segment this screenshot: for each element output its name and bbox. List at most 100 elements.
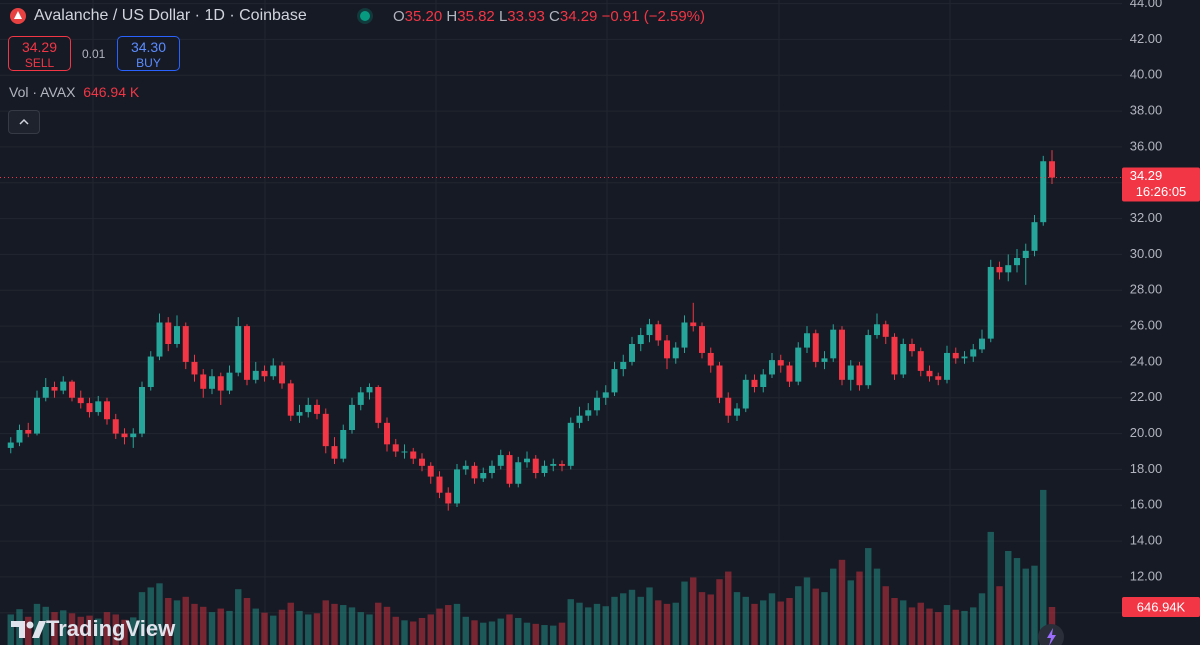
- candle-body: [1031, 222, 1038, 251]
- candle-body: [16, 430, 23, 443]
- volume-bar: [1040, 489, 1047, 645]
- candle-body: [874, 324, 880, 336]
- volume-bar: [208, 612, 216, 645]
- candle-body: [130, 433, 137, 438]
- candle-body: [112, 419, 119, 434]
- candle-body: [900, 344, 907, 375]
- candle-body: [935, 376, 942, 380]
- avax-logo: [10, 8, 26, 24]
- candle-body: [891, 336, 898, 375]
- volume-bar: [576, 602, 583, 645]
- candle-body: [865, 335, 872, 386]
- candle-body: [42, 387, 49, 398]
- volume-bar: [25, 616, 32, 645]
- brand-watermark: TradingView: [10, 616, 175, 642]
- candle-body: [812, 333, 819, 362]
- candle-body: [1022, 250, 1029, 258]
- candle-body: [567, 422, 574, 466]
- candle-body: [725, 397, 732, 416]
- sell-price: 34.29: [21, 39, 58, 55]
- candle-body: [804, 333, 810, 348]
- sell-button[interactable]: 34.29 SELL: [8, 36, 71, 71]
- candle-body: [681, 322, 688, 348]
- collapse-legend-button[interactable]: [8, 110, 40, 134]
- volume-legend-value: 646.94 K: [83, 84, 140, 100]
- volume-bar: [795, 586, 802, 645]
- volume-bar: [611, 596, 618, 645]
- candle-body: [655, 324, 662, 341]
- volume-bar: [33, 603, 41, 645]
- candle-body: [979, 338, 985, 350]
- volume-bar: [900, 600, 907, 645]
- candle-body: [156, 322, 163, 357]
- flash-button[interactable]: [1038, 624, 1064, 645]
- candle-body: [532, 458, 539, 473]
- volume-bar: [926, 608, 933, 645]
- spread: 0.01: [82, 47, 106, 61]
- candle-body: [261, 370, 268, 377]
- ohlc-value: 35.82: [457, 8, 495, 25]
- brand-logo: [11, 621, 46, 638]
- candle-body: [716, 365, 723, 398]
- buy-button[interactable]: 34.30 BUY: [117, 36, 180, 71]
- candle-body: [235, 326, 242, 373]
- volume-tag: [1122, 596, 1200, 617]
- candle-body: [602, 392, 609, 398]
- market-status-dot[interactable]: [360, 11, 370, 21]
- volume-tag-value: 646.94K: [1137, 599, 1186, 614]
- candle-body: [760, 374, 767, 387]
- buy-label: BUY: [136, 56, 161, 70]
- candle-body: [585, 410, 592, 416]
- candle-body: [384, 422, 390, 445]
- volume-bar: [550, 625, 557, 645]
- candle-body: [524, 458, 530, 463]
- y-tick-label: 28.00: [1130, 282, 1163, 297]
- candle-body: [410, 451, 417, 459]
- volume-bar: [978, 593, 986, 645]
- candle-body: [707, 352, 714, 366]
- volume-bar: [138, 592, 146, 645]
- volume-bar: [156, 583, 163, 645]
- volume-bar: [226, 610, 233, 645]
- volume-bar: [803, 577, 811, 645]
- candle-body: [454, 469, 460, 504]
- candle-body: [594, 397, 600, 411]
- y-tick-label: 24.00: [1130, 353, 1163, 368]
- candle-body: [401, 451, 408, 453]
- candle-body: [629, 344, 635, 362]
- volume-bar: [1005, 551, 1012, 645]
- volume-bar: [628, 589, 636, 645]
- volume-bar: [60, 610, 67, 645]
- volume-bar: [838, 559, 846, 645]
- volume-bar: [681, 581, 688, 645]
- volume-bar: [191, 603, 198, 645]
- candle-body: [445, 492, 452, 504]
- candle-body: [882, 324, 889, 337]
- volume-bar: [891, 598, 898, 645]
- candle-body: [1049, 161, 1055, 178]
- volume-bar: [497, 618, 504, 645]
- volume-bar: [165, 598, 172, 645]
- volume-bar: [987, 531, 994, 645]
- y-tick-label: 38.00: [1130, 103, 1163, 118]
- candle-body: [244, 326, 250, 380]
- candle-body: [217, 376, 224, 391]
- ohlc-value: 33.93: [507, 8, 545, 25]
- candle-body: [952, 352, 959, 359]
- candle-body: [786, 365, 793, 382]
- volume-bar: [252, 608, 259, 645]
- volume-bar: [908, 607, 916, 645]
- candle-body: [699, 326, 705, 353]
- candle-body: [200, 374, 207, 389]
- candle-body: [489, 465, 495, 473]
- candle-body: [375, 387, 382, 423]
- candle-body: [191, 361, 198, 375]
- candle-body: [165, 322, 172, 344]
- candle-body: [961, 356, 968, 359]
- volume-bar: [585, 607, 592, 645]
- volume-bar: [243, 598, 251, 645]
- volume-bar: [637, 596, 644, 645]
- volume-bar: [532, 623, 539, 645]
- ohlc-value: 34.29: [559, 8, 598, 25]
